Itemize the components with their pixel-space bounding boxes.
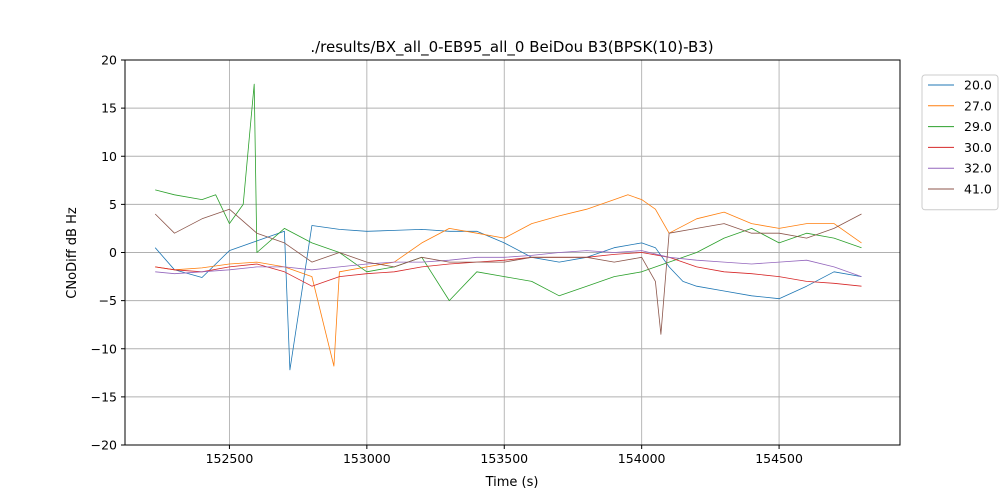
legend-label: 20.0 — [964, 78, 992, 93]
x-axis-label: Time (s) — [485, 475, 539, 490]
x-tick-label: 154000 — [618, 451, 666, 466]
y-tick-label: −5 — [99, 293, 117, 308]
y-tick-label: 10 — [101, 149, 117, 164]
legend-label: 29.0 — [964, 119, 992, 134]
y-axis-label: CNoDiff dB Hz — [65, 207, 80, 299]
y-tick-label: 5 — [109, 197, 117, 212]
legend-label: 27.0 — [964, 98, 992, 113]
x-tick-label: 153500 — [480, 451, 528, 466]
series-group — [154, 83, 862, 371]
series-line-27-0 — [155, 194, 862, 367]
y-tick-label: 0 — [109, 245, 117, 260]
y-tick-label: −15 — [91, 389, 117, 404]
x-tick-label: 153000 — [343, 451, 391, 466]
axis-ticks: 152500 153000 153500 154000 154500 −20 −15 −10 −… — [91, 53, 803, 467]
legend-label: 32.0 — [964, 161, 992, 176]
x-tick-label: 154500 — [755, 451, 803, 466]
series-line-32-0 — [155, 250, 862, 277]
legend-box — [921, 74, 999, 211]
legend-label: 30.0 — [964, 140, 992, 155]
y-tick-label: −20 — [91, 438, 117, 453]
series-line-29-0 — [155, 83, 862, 302]
y-tick-label: −10 — [91, 341, 117, 356]
series-line-41-0 — [154, 208, 862, 335]
y-tick-label: 20 — [101, 53, 117, 68]
legend-label: 41.0 — [964, 182, 992, 197]
legend: 20.0 27.0 29.0 30.0 32.0 41.0 — [921, 74, 999, 211]
x-tick-label: 152500 — [206, 451, 254, 466]
chart-title: ./results/BX_all_0-EB95_all_0 BeiDou B3(… — [310, 38, 713, 57]
y-tick-label: 15 — [101, 101, 117, 116]
